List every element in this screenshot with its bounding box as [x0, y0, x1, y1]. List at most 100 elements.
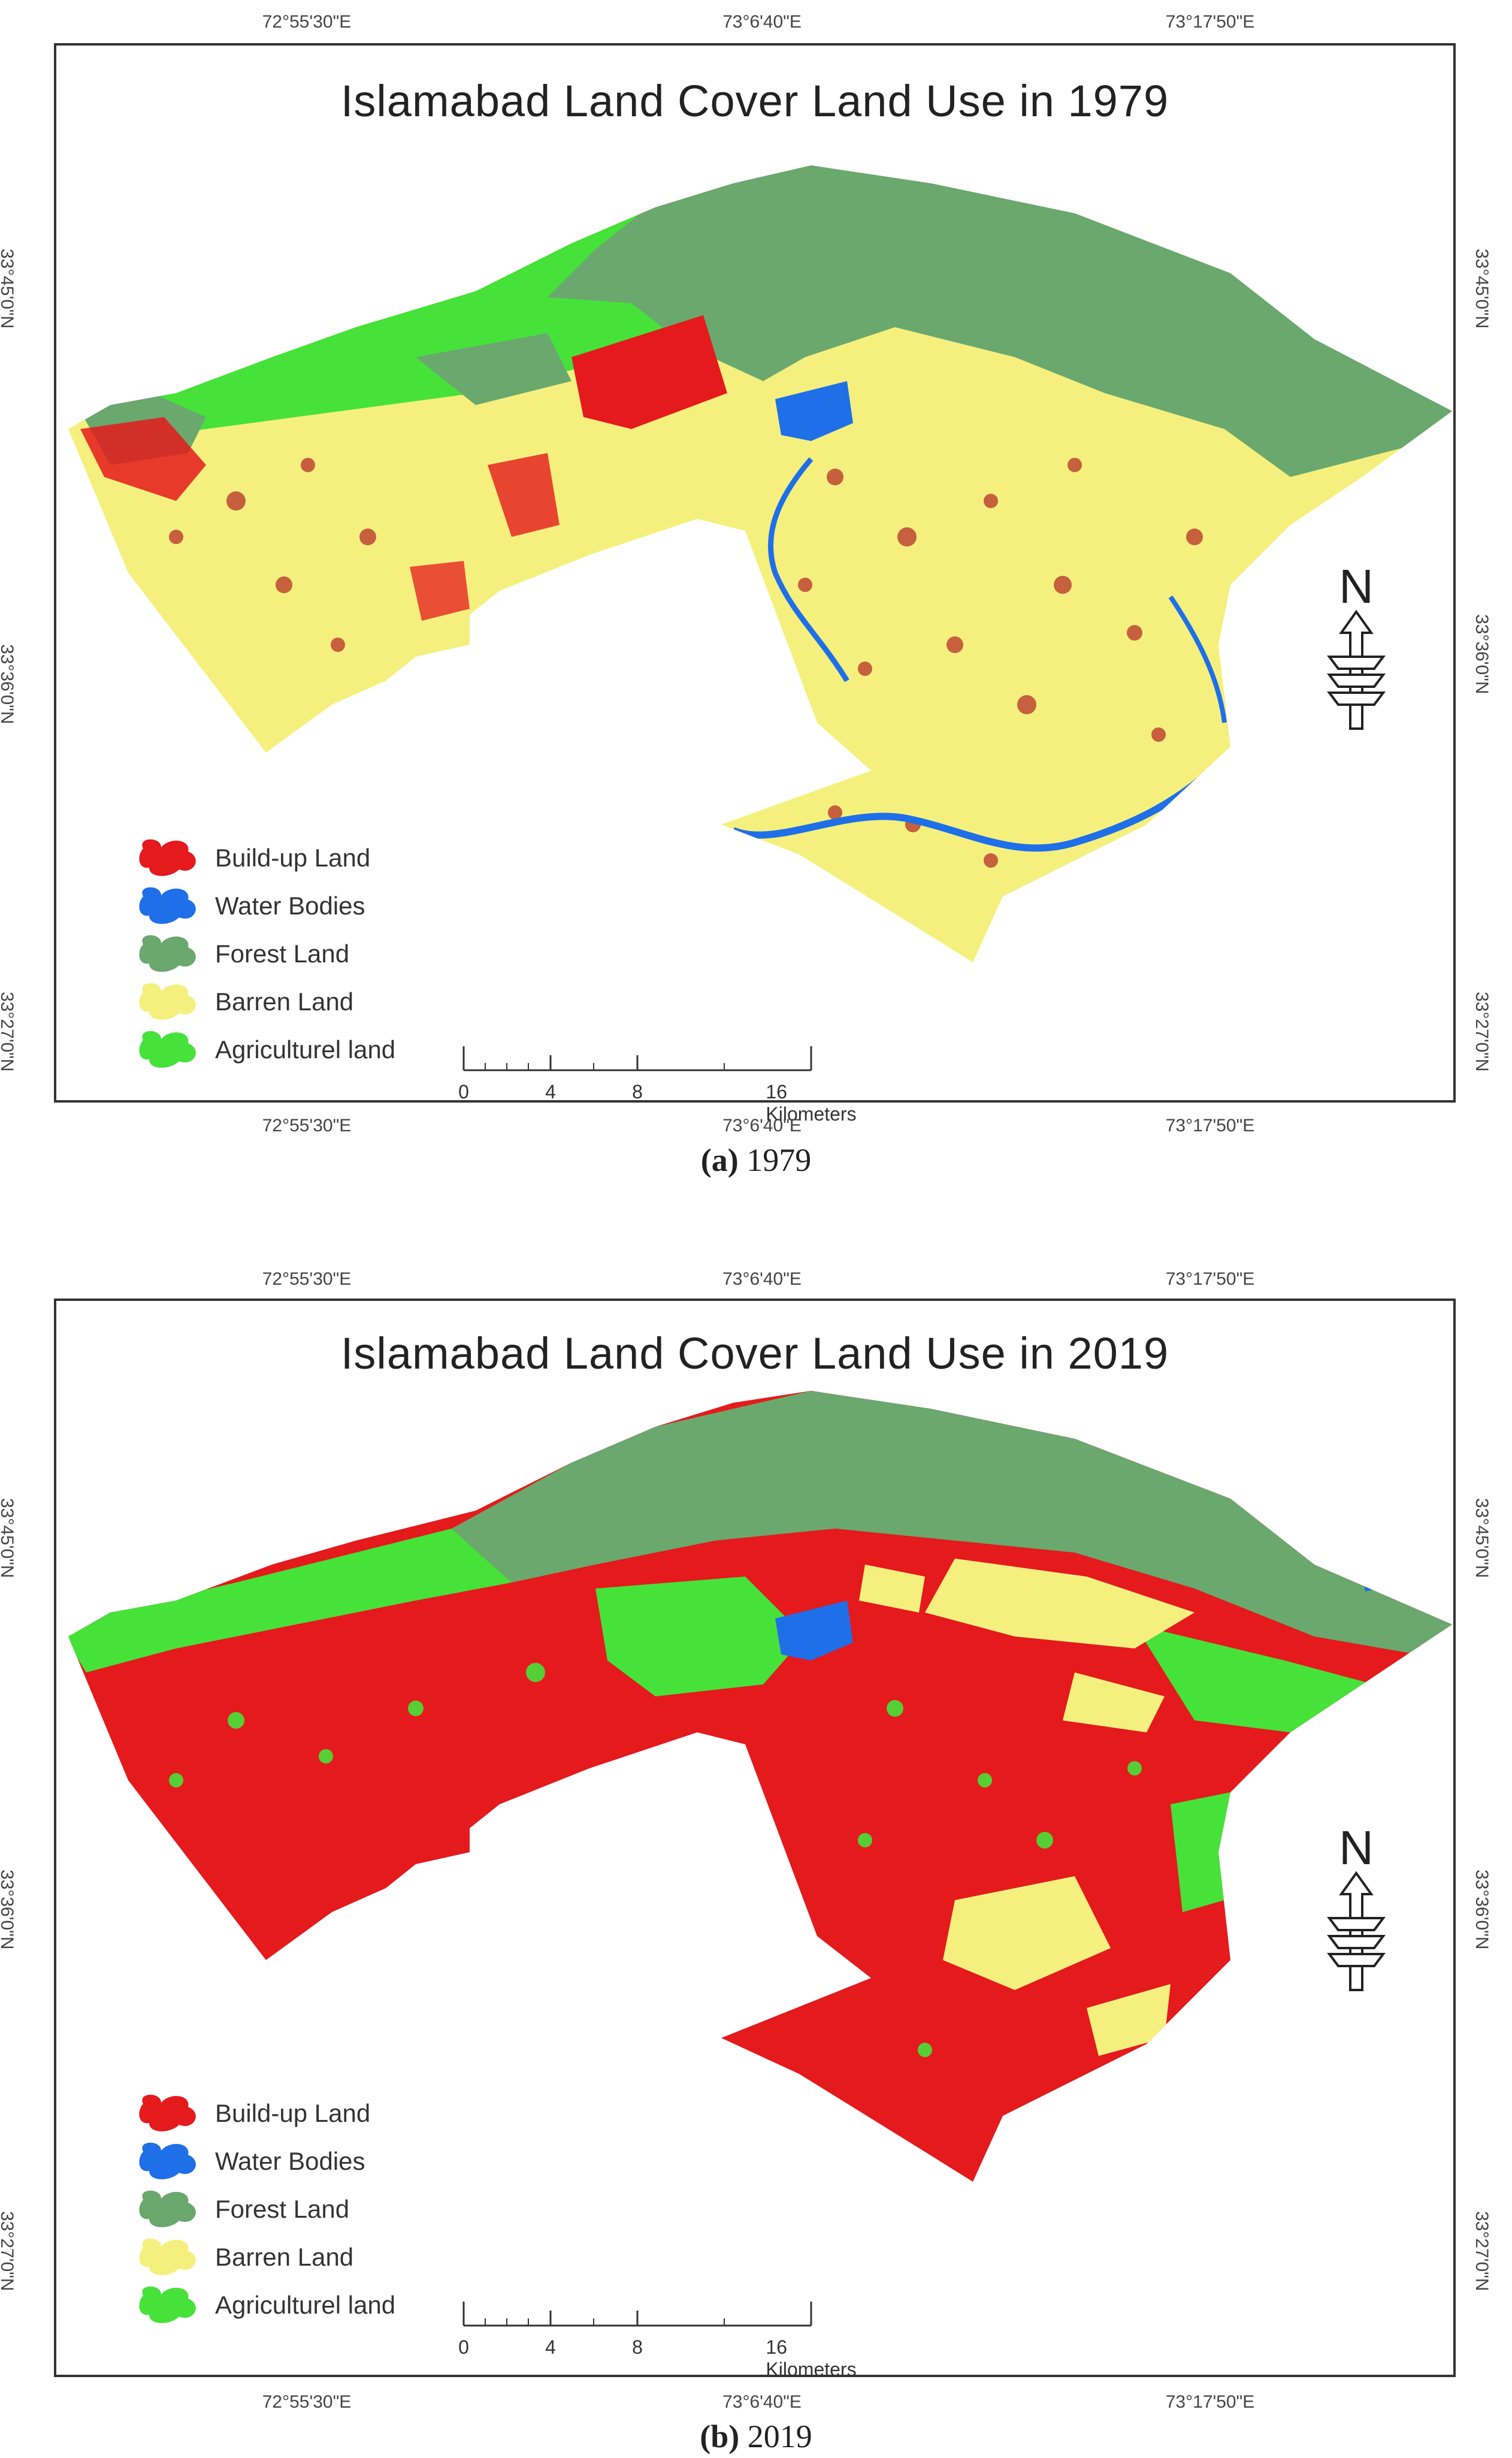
legend-label: Build-up Land	[215, 2099, 371, 2127]
forest-land-region	[416, 333, 571, 405]
build-up-swatch-icon	[139, 2094, 196, 2131]
map-title: Islamabad Land Cover Land Use in 2019	[340, 1328, 1169, 1378]
longitude-tick: 72°55'30"E	[262, 1269, 352, 1289]
scale-ruler	[462, 1046, 812, 1071]
legend-label: Agriculturel land	[215, 2291, 396, 2319]
latitude-tick: 33°27'0"N	[0, 2211, 17, 2291]
legend-label: Barren Land	[215, 988, 354, 1016]
agri-swatch-icon	[139, 1031, 196, 1068]
land-cover-map	[68, 165, 1452, 962]
agricultural-land-region	[68, 1529, 512, 1672]
north-label: N	[1339, 1822, 1374, 1874]
water-swatch-icon	[139, 2142, 196, 2179]
scale-bar: 0 4 8 16 Kilometers	[458, 2296, 857, 2380]
barren-land-region	[1087, 1984, 1171, 2056]
map-frame: Islamabad Land Cover Land Use in 2019	[54, 1299, 1456, 2380]
north-arrow-icon: N	[1327, 1821, 1386, 1991]
forest-swatch-icon	[139, 935, 196, 972]
agricultural-land-region	[595, 1577, 805, 1696]
caption-text: 1979	[738, 1142, 812, 1178]
latitude-tick: 33°36'0"N	[1472, 1870, 1492, 1950]
north-arrow: N	[1320, 560, 1392, 741]
barren-land-region	[925, 1559, 1195, 1648]
agricultural-land-region	[1171, 1792, 1230, 1912]
forest-land-region	[452, 1391, 1452, 1660]
north-label: N	[1339, 561, 1374, 613]
legend-item: Water Bodies	[137, 2140, 497, 2182]
figure-caption: (a) 1979	[0, 1142, 1512, 1179]
build-up-land-region	[488, 453, 560, 537]
figure-caption: (b) 2019	[0, 2418, 1512, 2455]
barren-land-region	[943, 1876, 1111, 1990]
longitude-tick: 73°6'40"E	[722, 2392, 802, 2412]
scale-label: 0	[458, 2336, 469, 2358]
map-title: Islamabad Land Cover Land Use in 1979	[340, 76, 1169, 126]
legend-item: Barren Land	[137, 980, 497, 1022]
scale-label: 16 Kilometers	[766, 1081, 857, 1125]
scale-label: 4	[545, 1081, 556, 1103]
latitude-tick: 33°45'0"N	[0, 249, 17, 329]
map-frame: Islamabad Land Cover Land Use in 1979	[54, 43, 1456, 1125]
legend-item: Build-up Land	[137, 837, 497, 878]
longitude-tick: 72°55'30"E	[262, 12, 352, 32]
river	[768, 457, 849, 683]
legend-label: Barren Land	[215, 2243, 354, 2271]
longitude-tick: 73°6'40"E	[722, 1269, 802, 1289]
latitude-tick: 33°45'0"N	[1472, 249, 1492, 329]
legend-label: Water Bodies	[215, 892, 365, 920]
caption-text: 2019	[739, 2418, 812, 2454]
barren-land-region	[859, 1565, 925, 1613]
longitude-tick: 73°17'50"E	[1165, 12, 1255, 32]
longitude-tick: 73°17'50"E	[1165, 1116, 1255, 1136]
scale-label: 0	[458, 1081, 469, 1103]
barren-land-region	[1063, 1672, 1165, 1732]
agri-swatch-icon	[139, 2286, 196, 2323]
build-up-land-region	[80, 417, 206, 501]
latitude-tick: 33°27'0"N	[0, 992, 17, 1072]
scale-ruler	[462, 2302, 812, 2327]
map-panel-1979: Islamabad Land Cover Land Use in 1979	[0, 0, 1512, 1228]
longitude-tick: 72°55'30"E	[262, 1116, 352, 1136]
legend-label: Agriculturel land	[215, 1035, 396, 1064]
agricultural-land-region	[1135, 1624, 1374, 1732]
legend-item: Water Bodies	[137, 884, 497, 926]
lake	[775, 381, 853, 441]
land-cover-map	[68, 1391, 1452, 2182]
barren-swatch-icon	[139, 2238, 196, 2275]
build-up-land-region	[410, 561, 470, 621]
longitude-tick: 73°17'50"E	[1165, 2392, 1255, 2412]
forest-land-region	[548, 165, 1452, 477]
latitude-tick: 33°45'0"N	[1472, 1498, 1492, 1578]
latitude-tick: 33°45'0"N	[0, 1498, 17, 1578]
legend-label: Water Bodies	[215, 2147, 365, 2175]
legend-item: Agriculturel land	[137, 1028, 497, 1070]
scale-label: 8	[632, 2336, 643, 2358]
scale-label: 16 Kilometers	[766, 2336, 857, 2380]
legend-item: Barren Land	[137, 2236, 497, 2278]
legend-item: Agriculturel land	[137, 2284, 497, 2326]
legend-item: Build-up Land	[137, 2092, 497, 2134]
legend-label: Build-up Land	[215, 844, 371, 872]
latitude-tick: 33°36'0"N	[1472, 614, 1492, 694]
river	[731, 750, 1233, 852]
legend-label: Forest Land	[215, 940, 350, 968]
caption-label: (b)	[700, 2418, 740, 2454]
scale-label: 8	[632, 1081, 643, 1103]
water-swatch-icon	[139, 887, 196, 924]
caption-label: (a)	[700, 1142, 739, 1178]
lake	[775, 1601, 853, 1660]
north-arrow: N	[1320, 1821, 1392, 2002]
legend-label: Forest Land	[215, 2195, 350, 2223]
build-up-speckle	[169, 458, 1203, 868]
latitude-tick: 33°36'0"N	[0, 644, 17, 724]
legend-item: Forest Land	[137, 932, 497, 974]
longitude-tick: 73°6'40"E	[722, 12, 802, 32]
map-panel-2019: Islamabad Land Cover Land Use in 2019	[0, 1228, 1512, 2458]
scale-bar: 0 4 8 16 Kilometers	[458, 1040, 857, 1125]
legend-item: Forest Land	[137, 2188, 497, 2230]
longitude-tick: 73°6'40"E	[722, 1116, 802, 1136]
barren-swatch-icon	[139, 983, 196, 1020]
longitude-tick: 73°17'50"E	[1165, 1269, 1255, 1289]
build-up-land-region	[571, 315, 727, 429]
north-arrow-icon: N	[1327, 560, 1386, 730]
